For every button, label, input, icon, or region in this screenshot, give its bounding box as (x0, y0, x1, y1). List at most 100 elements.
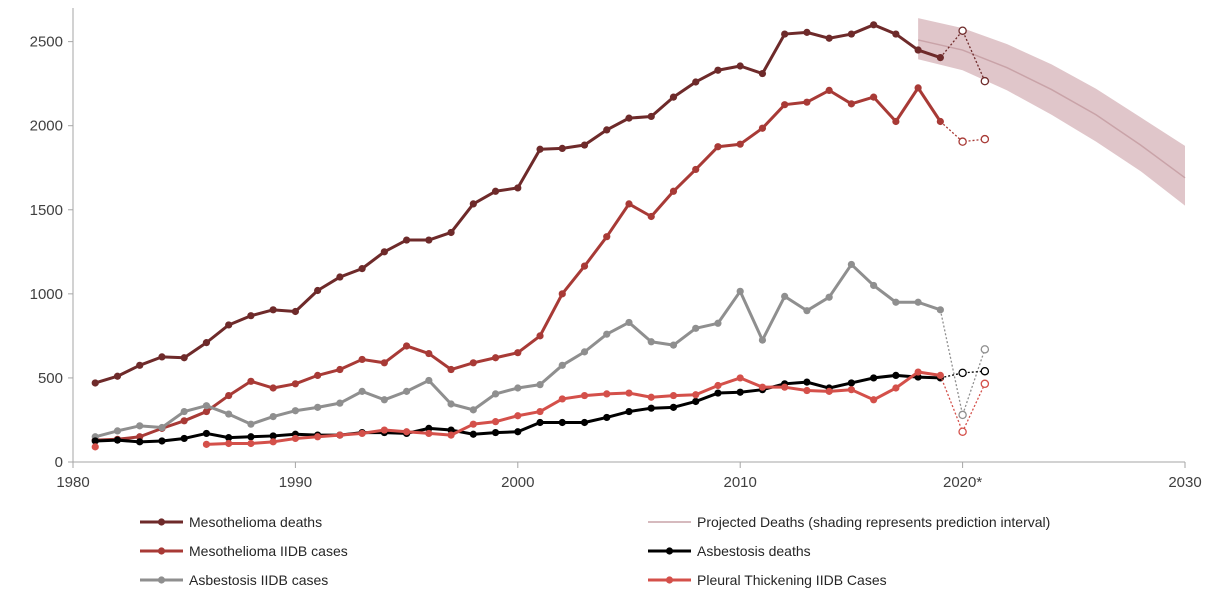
data-point (536, 145, 544, 153)
data-point (870, 396, 878, 404)
data-point (647, 338, 655, 346)
data-point (91, 379, 99, 387)
legend-swatch-marker (157, 518, 166, 526)
data-point (91, 443, 99, 451)
data-point (225, 439, 233, 448)
series-1 (91, 84, 990, 444)
legend-label: Mesothelioma IIDB cases (189, 543, 348, 559)
data-point (291, 407, 299, 415)
data-point (425, 424, 433, 432)
data-point (469, 430, 477, 438)
data-point (580, 418, 589, 427)
data-point (625, 389, 633, 397)
tick-labels: 0 500 1000 1500 2000 2500 1980 1990 2000 2010 2020… (30, 34, 1202, 491)
data-point (247, 420, 255, 428)
data-point (202, 402, 211, 410)
series-4 (91, 368, 990, 451)
data-point (113, 427, 122, 435)
data-point (136, 422, 144, 430)
data-point (225, 434, 233, 442)
data-point (803, 378, 811, 386)
provisional-point (980, 366, 990, 376)
data-point (425, 349, 433, 358)
legend-swatch-marker (157, 576, 166, 584)
data-point (758, 336, 767, 344)
data-point (336, 399, 344, 407)
data-point (692, 391, 700, 399)
y-tick-label: 2500 (30, 34, 63, 51)
projection-interval-band (918, 18, 1185, 206)
data-point (669, 403, 678, 411)
data-point (825, 387, 833, 395)
data-point (136, 433, 144, 441)
data-point (580, 262, 589, 270)
data-point (781, 292, 789, 300)
data-point (558, 395, 566, 403)
data-point (736, 62, 744, 70)
data-point (714, 319, 722, 327)
legend-swatch-marker (665, 576, 674, 584)
data-point (758, 69, 767, 78)
data-point (358, 387, 366, 395)
legend-swatch-marker (157, 547, 166, 555)
x-tick-label: 2000 (501, 474, 534, 491)
data-point (803, 28, 811, 36)
data-point (825, 86, 833, 94)
legend-item: Mesothelioma IIDB cases (140, 543, 348, 559)
data-point (336, 365, 344, 374)
data-point (447, 365, 455, 374)
data-point (514, 184, 522, 192)
data-point (113, 372, 122, 380)
data-point (269, 384, 277, 392)
data-point (625, 407, 633, 416)
data-point (825, 34, 833, 42)
data-point (758, 383, 767, 391)
data-point (314, 433, 322, 441)
data-point (781, 30, 789, 38)
data-point (736, 140, 744, 148)
data-point (491, 418, 500, 426)
data-point (491, 428, 500, 437)
data-point (536, 332, 544, 340)
data-point (847, 379, 856, 387)
data-point (380, 426, 388, 434)
data-point (892, 117, 900, 126)
data-point (358, 429, 366, 438)
provisional-point (958, 26, 967, 35)
data-point (469, 406, 477, 414)
data-point (847, 100, 856, 108)
data-point (514, 412, 522, 420)
data-point (580, 141, 589, 149)
data-point (425, 236, 433, 244)
data-point (403, 428, 411, 436)
data-point (514, 384, 522, 392)
data-point (447, 426, 455, 434)
x-tick-label: 2020* (943, 474, 982, 491)
x-tick-label: 2010 (724, 474, 757, 491)
data-point (781, 101, 789, 109)
data-point (803, 307, 811, 315)
data-point (247, 312, 255, 320)
series-line (94, 23, 941, 385)
data-point (870, 374, 878, 382)
legend-item: Mesothelioma deaths (140, 514, 322, 530)
legend-item: Projected Deaths (shading represents pre… (648, 514, 1050, 530)
data-point (291, 307, 299, 316)
data-point (113, 436, 122, 444)
data-point (647, 112, 655, 121)
data-point (380, 396, 388, 404)
series-layer (91, 21, 990, 451)
data-point (136, 361, 144, 369)
data-point (714, 389, 722, 397)
provisional-point (958, 368, 967, 378)
provisional-line (939, 375, 986, 434)
data-point (892, 298, 900, 306)
data-point (491, 390, 500, 398)
data-point (603, 330, 611, 338)
data-point (202, 339, 211, 347)
data-point (603, 390, 611, 398)
data-point (514, 349, 522, 357)
provisional-point (958, 410, 967, 420)
legend-item: Pleural Thickening IIDB Cases (648, 572, 887, 588)
data-point (714, 66, 722, 74)
